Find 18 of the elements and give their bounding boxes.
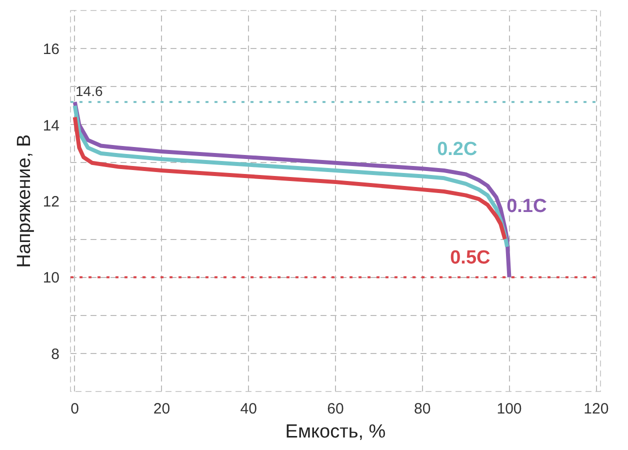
series-label: 0.5C bbox=[450, 248, 491, 269]
x-tick-label: 60 bbox=[327, 400, 344, 418]
y-tick-label: 12 bbox=[42, 194, 60, 210]
series-label: 0.2C bbox=[437, 139, 478, 160]
ref-line-label: 14.6 bbox=[76, 82, 103, 99]
x-tick-label: 80 bbox=[414, 400, 431, 418]
x-tick-label: 0 bbox=[70, 400, 80, 418]
x-tick-label: 40 bbox=[240, 400, 257, 418]
y-axis-title: Напряжение, В bbox=[14, 134, 35, 268]
x-tick-label: 100 bbox=[496, 400, 522, 418]
y-tick-label: 16 bbox=[42, 41, 60, 58]
y-tick-label: 14 bbox=[42, 117, 60, 134]
y-tick-label: 8 bbox=[51, 346, 60, 363]
x-axis-title: Емкость, % bbox=[285, 422, 386, 442]
series-label: 0.1C bbox=[506, 196, 547, 218]
x-tick-label: 20 bbox=[153, 400, 170, 418]
x-tick-label: 120 bbox=[584, 400, 609, 418]
y-tick-label: 10 bbox=[42, 270, 60, 287]
